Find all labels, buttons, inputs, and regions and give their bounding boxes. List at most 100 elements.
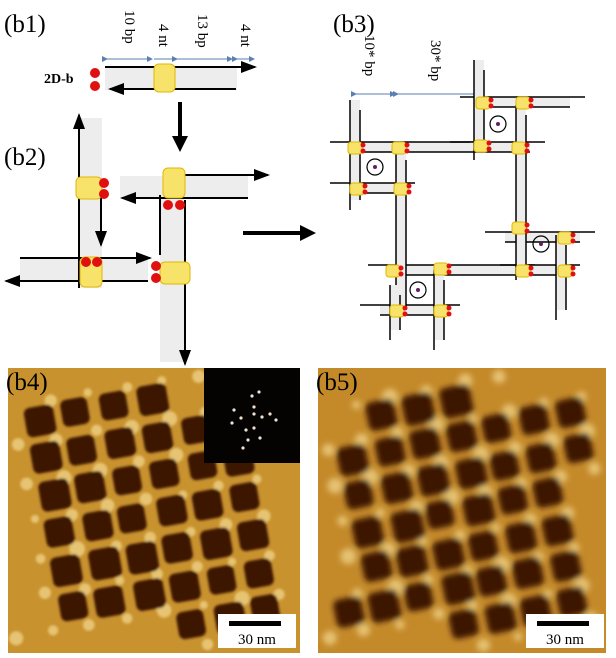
lattice-hole bbox=[497, 484, 528, 515]
lattice-hole bbox=[374, 435, 406, 467]
sticky-end-dot bbox=[486, 140, 492, 146]
bright-node bbox=[395, 619, 405, 630]
lattice-hole bbox=[229, 482, 260, 513]
panel-label-b2: (b2) bbox=[4, 144, 46, 171]
fft-spot bbox=[258, 436, 262, 440]
sticky-end-dot bbox=[360, 148, 366, 154]
lattice-hole bbox=[88, 546, 123, 581]
bright-node bbox=[433, 608, 445, 620]
panel-b3: (b3) 10* bp 30* bp bbox=[330, 11, 595, 350]
fft-spot bbox=[246, 438, 250, 442]
bright-node bbox=[469, 414, 478, 423]
lattice-hole bbox=[409, 427, 442, 460]
bright-node bbox=[351, 400, 361, 410]
lattice-hole bbox=[424, 499, 455, 530]
fft-spot bbox=[252, 412, 256, 416]
sticky-end-dot bbox=[524, 222, 530, 228]
bright-node bbox=[264, 550, 275, 561]
bright-node bbox=[375, 508, 385, 518]
lattice-hole bbox=[50, 554, 83, 588]
fft-spot bbox=[252, 405, 256, 409]
bright-node bbox=[20, 477, 33, 491]
lattice-hole bbox=[116, 503, 147, 534]
bright-node bbox=[35, 553, 46, 564]
bright-node bbox=[201, 638, 214, 651]
lattice-hole bbox=[136, 383, 170, 416]
lattice-hole bbox=[441, 571, 476, 606]
sticky-end-dot bbox=[570, 232, 576, 238]
sticky-end-dot bbox=[488, 97, 494, 103]
scalebar-label: 30 nm bbox=[546, 632, 584, 648]
crossover bbox=[557, 231, 573, 245]
lattice-hole bbox=[336, 443, 370, 477]
lattice-hole bbox=[448, 608, 479, 639]
lattice-hole bbox=[29, 440, 63, 474]
lattice-hole bbox=[93, 585, 126, 618]
lattice-hole bbox=[60, 397, 90, 427]
scalebar-label: 30 nm bbox=[238, 632, 276, 648]
scalebar-box bbox=[526, 614, 604, 648]
fft-spot bbox=[230, 421, 234, 425]
lattice-hole bbox=[541, 514, 574, 547]
bright-node bbox=[192, 370, 206, 384]
lattice-hole bbox=[243, 558, 274, 589]
sticky-end-dot bbox=[488, 103, 494, 109]
lattice-hole bbox=[351, 516, 385, 549]
sticky-end-dot bbox=[524, 148, 530, 154]
lattice-hole bbox=[518, 403, 550, 436]
bright-node bbox=[352, 588, 363, 599]
dim-label: 4 nt bbox=[237, 24, 253, 48]
sticky-end-dot bbox=[446, 311, 452, 317]
crossover bbox=[393, 182, 409, 196]
sticky-end-dot bbox=[90, 81, 100, 91]
bright-node bbox=[48, 625, 59, 636]
crossover bbox=[389, 304, 405, 318]
crossover bbox=[511, 141, 527, 155]
bright-node bbox=[356, 623, 371, 637]
crossover bbox=[349, 182, 365, 196]
bright-node bbox=[252, 474, 262, 484]
fft-spot bbox=[232, 408, 236, 412]
helix-band bbox=[520, 265, 565, 275]
lattice-hole bbox=[82, 509, 114, 542]
fft-spot bbox=[260, 415, 264, 419]
lattice-hole bbox=[455, 456, 488, 490]
lattice-hole bbox=[343, 479, 374, 510]
bright-node bbox=[30, 514, 40, 524]
lattice-hole bbox=[550, 550, 582, 582]
panel-label-b4: (b4) bbox=[6, 369, 48, 396]
bright-node bbox=[337, 515, 348, 527]
lattice-hole bbox=[133, 578, 166, 611]
sticky-end-dot bbox=[398, 265, 404, 271]
dim-label: 13 bp bbox=[194, 14, 210, 48]
crossover bbox=[385, 264, 401, 278]
rotation-symbol-dot bbox=[416, 288, 420, 292]
bright-node bbox=[122, 382, 133, 393]
fft-spot bbox=[257, 390, 261, 394]
lattice-hole bbox=[395, 544, 429, 578]
panel-label-b5: (b5) bbox=[316, 369, 358, 396]
crossover bbox=[473, 139, 489, 153]
bright-node bbox=[588, 462, 601, 475]
crossover bbox=[511, 221, 527, 235]
scalebar bbox=[229, 621, 281, 626]
bright-node bbox=[467, 600, 478, 611]
bright-node bbox=[44, 394, 57, 407]
sticky-end-dot bbox=[524, 228, 530, 234]
crossover bbox=[515, 96, 531, 110]
rotation-symbol-dot bbox=[496, 122, 500, 126]
panel-b1: (b1) 2D-b 10 bp 4 nt 13 bp 4 nt bbox=[4, 10, 257, 152]
bright-node bbox=[69, 541, 86, 557]
lattice-hole bbox=[176, 609, 207, 640]
panel-b2: (b2) bbox=[4, 113, 316, 366]
lattice-hole bbox=[484, 601, 517, 634]
lattice-hole bbox=[467, 530, 499, 562]
lattice-hole bbox=[505, 521, 538, 554]
panel-b4: (b4) 30 nm bbox=[6, 368, 300, 653]
rotation-symbol bbox=[489, 115, 507, 133]
bright-node bbox=[391, 427, 404, 439]
panel-label-b1: (b1) bbox=[4, 11, 46, 38]
sticky-end-dot bbox=[402, 311, 408, 317]
fft-spot bbox=[250, 394, 254, 398]
sticky-end-dot bbox=[524, 142, 530, 148]
